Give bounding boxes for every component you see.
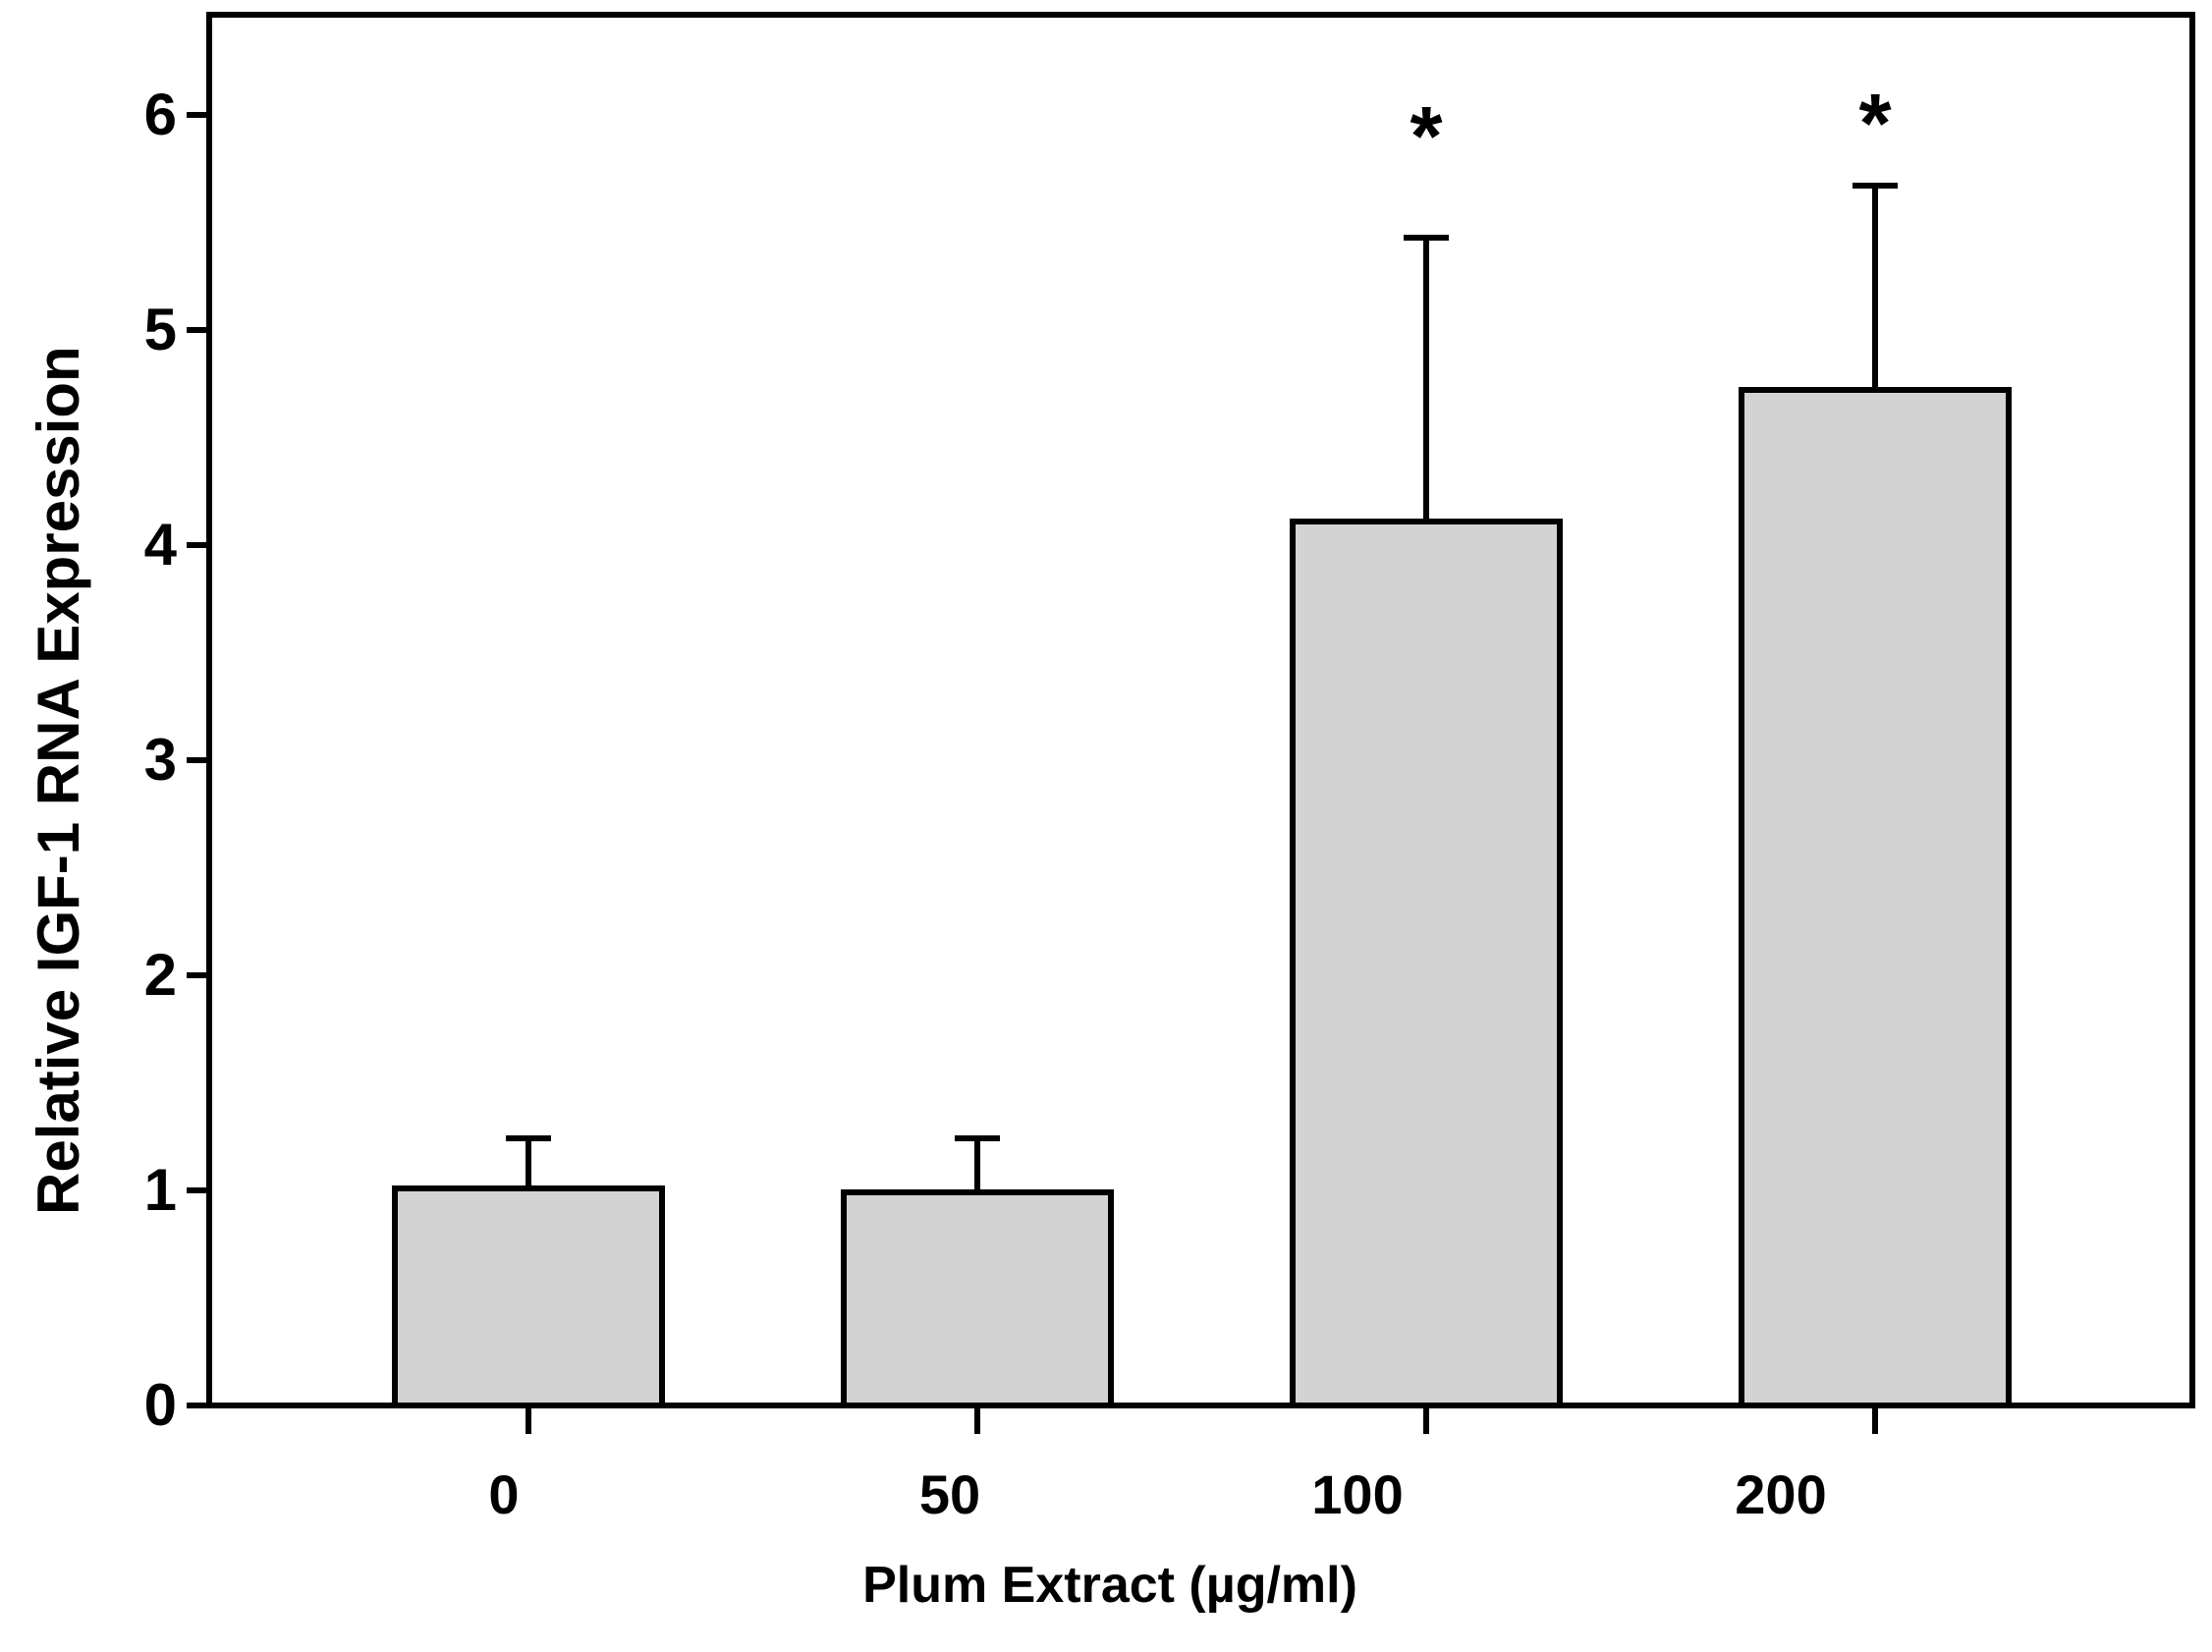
error-bar-stem — [525, 1138, 531, 1191]
x-tick-label: 0 — [488, 1463, 520, 1525]
x-tick-label: 200 — [1735, 1463, 1827, 1525]
x-tick-label: 100 — [1311, 1463, 1404, 1525]
y-tick-label: 0 — [143, 1372, 177, 1438]
error-bar-cap — [1853, 183, 1898, 189]
y-tick-label: 1 — [143, 1157, 177, 1223]
error-bar-cap — [955, 1135, 1000, 1141]
bar — [1290, 519, 1563, 1408]
significance-asterisk: * — [1858, 78, 1892, 171]
y-tick — [187, 1187, 212, 1193]
x-tick — [1872, 1408, 1878, 1434]
x-tick — [525, 1408, 531, 1434]
significance-asterisk: * — [1410, 90, 1443, 184]
y-tick-label: 6 — [143, 82, 177, 147]
x-tick-label: 50 — [918, 1463, 981, 1525]
y-tick-label: 5 — [143, 297, 177, 362]
error-bar-stem — [1423, 238, 1429, 524]
y-tick-label: 2 — [143, 942, 177, 1008]
bar — [841, 1189, 1114, 1408]
y-tick — [187, 327, 212, 333]
x-axis-title: Plum Extract (µg/ml) — [862, 1557, 1357, 1614]
y-tick — [187, 757, 212, 763]
error-bar-cap — [1404, 235, 1449, 241]
x-tick — [974, 1408, 980, 1434]
bar — [392, 1185, 665, 1408]
error-bar-stem — [974, 1138, 980, 1195]
y-tick — [187, 542, 212, 548]
y-tick — [187, 972, 212, 978]
y-tick — [187, 112, 212, 118]
y-tick-label: 4 — [143, 512, 177, 578]
y-tick-label: 3 — [143, 727, 177, 793]
error-bar-stem — [1872, 186, 1878, 393]
bar — [1739, 387, 2012, 1408]
y-tick — [187, 1403, 212, 1408]
error-bar-cap — [506, 1135, 551, 1141]
x-tick — [1423, 1408, 1429, 1434]
